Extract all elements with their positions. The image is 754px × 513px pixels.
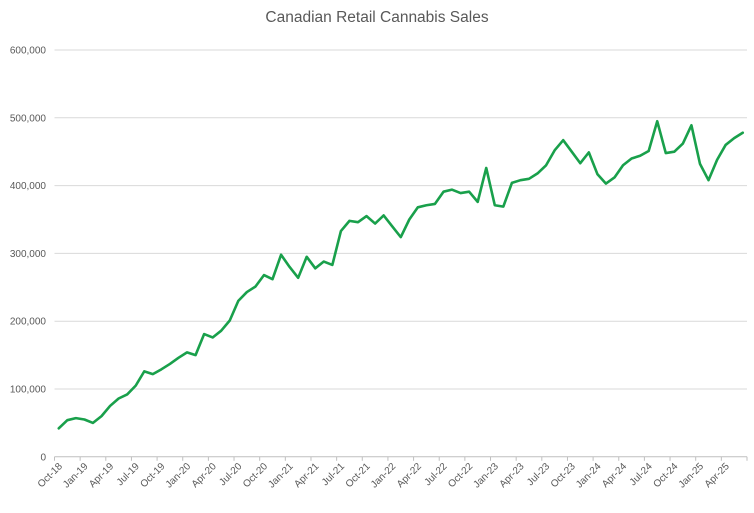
x-axis-tick-label: Apr-20 <box>190 461 219 490</box>
x-axis-tick-label: Jul-24 <box>628 461 655 488</box>
x-axis-tick-label: Apr-19 <box>87 461 116 490</box>
y-axis-tick-label: 0 <box>40 452 46 463</box>
x-axis-tick-label: Apr-22 <box>395 461 424 490</box>
x-axis-tick-label: Oct-19 <box>138 461 167 490</box>
y-axis-tick-label: 600,000 <box>10 46 47 57</box>
x-axis-tick-label: Jul-22 <box>423 461 450 488</box>
y-axis-tick-label: 400,000 <box>10 181 47 192</box>
x-axis-tick-label: Apr-21 <box>292 461 321 490</box>
x-axis-labels: Oct-18Jan-19Apr-19Jul-19Oct-19Jan-20Apr-… <box>36 461 732 491</box>
x-axis-tick-label: Jan-23 <box>472 461 502 491</box>
sales-line <box>57 119 745 430</box>
x-axis-tick-label: Jul-21 <box>320 461 347 488</box>
x-axis-tick-label: Oct-18 <box>36 461 65 490</box>
x-axis-tick-label: Jan-19 <box>61 461 91 491</box>
x-axis-tick-label: Apr-24 <box>600 461 629 490</box>
x-axis-tick-label: Oct-21 <box>344 461 373 490</box>
x-axis-tick-label: Jan-22 <box>369 461 399 491</box>
y-gridlines <box>54 49 747 390</box>
x-axis-tick-label: Jan-21 <box>266 461 296 491</box>
x-axis-ticks <box>54 456 748 461</box>
y-axis-tick-label: 100,000 <box>10 385 47 396</box>
y-axis-tick-label: 200,000 <box>10 317 47 328</box>
y-axis-tick-label: 500,000 <box>10 113 47 124</box>
x-axis-tick-label: Apr-25 <box>703 461 732 490</box>
x-axis-tick-label: Jan-25 <box>677 461 707 491</box>
x-axis-tick-label: Jan-20 <box>164 461 194 491</box>
x-axis-tick-label: Jul-23 <box>525 461 552 488</box>
x-axis-tick-label: Apr-23 <box>498 461 527 490</box>
x-axis-tick-label: Jan-24 <box>574 461 604 491</box>
x-axis-tick-label: Oct-22 <box>446 461 475 490</box>
y-axis-labels: 0 100,000 200,000 300,000 400,000 500,000 600,… <box>10 46 47 464</box>
x-axis-tick-label: Jul-20 <box>217 461 244 488</box>
y-axis-tick-label: 300,000 <box>10 249 47 260</box>
x-axis-tick-label: Jul-19 <box>115 461 142 488</box>
sales-line-series <box>57 119 745 430</box>
x-axis-tick-label: Oct-20 <box>241 461 270 490</box>
chart-title: Canadian Retail Cannabis Sales <box>265 9 488 26</box>
x-axis-tick-label: Oct-24 <box>651 461 680 490</box>
x-axis-tick-label: Oct-23 <box>549 461 578 490</box>
